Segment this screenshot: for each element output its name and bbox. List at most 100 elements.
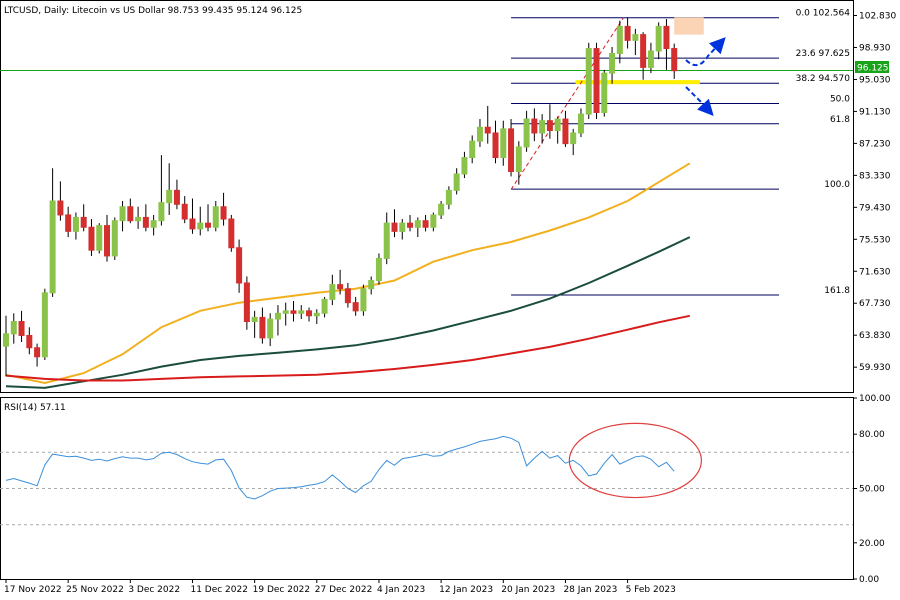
candle-body [274,312,281,320]
candle [546,104,553,139]
candle [57,181,64,221]
fib-label: 0.0 102.564 [796,9,851,19]
candle-body [298,310,305,314]
candle-body [375,257,382,282]
bullish-forecast-arrow [685,37,726,67]
fib-label: 50.0 [830,95,850,105]
date-tick-label: 28 Jan 2023 [563,585,617,595]
candle-body [647,50,654,68]
candle-body [57,200,64,216]
candle-body [313,312,320,317]
candle [18,310,25,342]
date-tick-label: 20 Jan 2023 [501,585,555,595]
candle-body [523,118,530,148]
candle-body [34,347,41,358]
candle-body [135,216,142,222]
candle-body [212,206,219,228]
rsi-tick-label: 20.00 [859,539,885,549]
candle-body [461,157,468,175]
fibonacci-levels: 0.0 102.564 23.6 97.625 38.2 94.570 50.0 61.… [511,9,850,296]
candle-body [96,225,103,251]
candle [539,114,546,144]
candle-body [72,216,79,232]
candle-body [391,222,398,232]
candle-body [142,216,149,228]
candle-body [484,126,491,134]
supply-zone [674,17,704,35]
candle [313,309,320,324]
candle [671,43,678,79]
candle [228,214,235,252]
candle-body [111,220,118,257]
candle-body [655,25,662,52]
candle [65,206,72,238]
candle [523,110,530,152]
candle-body [10,321,17,335]
candle-body [127,206,134,222]
candle [142,204,149,232]
candle-body [49,200,56,294]
moving-average-line [5,314,691,382]
candle [212,201,219,232]
candle [306,307,313,322]
candle [88,219,95,256]
candle-body [282,310,289,314]
candle-body [243,282,250,323]
candle [601,69,608,117]
candle [640,32,647,80]
candle-body [407,222,414,228]
support-band [575,80,700,85]
candle [205,204,212,232]
candle [26,327,33,355]
candle [282,302,289,326]
moving-average-line [5,162,691,385]
candle-body [500,128,507,159]
candle [243,276,250,330]
price-tick-label: 98.930 [859,43,891,53]
candle [647,42,654,74]
price-tick-label: 63.830 [859,331,891,341]
candle-body [663,25,670,50]
candle-body [173,189,180,205]
candle [368,276,375,295]
candle-body [344,288,351,304]
candle [515,141,522,185]
candle-body [476,126,483,142]
chart-header: LTCUSD, Daily: Litecoin vs US Dollar 98.… [4,6,302,16]
candle [632,28,639,56]
candle [41,288,48,361]
candle-body [329,284,336,300]
candle [352,296,359,316]
rsi-highlight-ellipse [568,422,703,499]
candle [274,305,281,336]
price-tick-label: 59.930 [859,363,891,373]
candle [111,217,118,261]
candle [663,19,670,70]
candle [236,239,243,293]
candle-body [399,222,406,232]
candle [80,204,87,232]
candle [562,110,569,147]
candle-body [414,220,421,228]
candle-body [150,220,157,228]
candle-body [290,310,297,314]
candle-body [585,48,592,115]
candle-body [251,316,258,323]
candle [360,284,367,316]
candle [220,192,227,226]
candle-body [360,288,367,312]
date-tick-label: 12 Jan 2023 [439,585,493,595]
candle-body [562,118,569,145]
candle [49,168,56,297]
date-tick-label: 11 Dec 2022 [190,585,248,595]
candle [72,212,79,240]
candle [461,151,468,179]
candle-body [26,334,33,349]
candle [344,282,351,308]
candle [10,313,17,344]
candle [422,214,429,232]
candle [391,209,398,238]
candle [624,17,631,49]
candle [150,214,157,236]
